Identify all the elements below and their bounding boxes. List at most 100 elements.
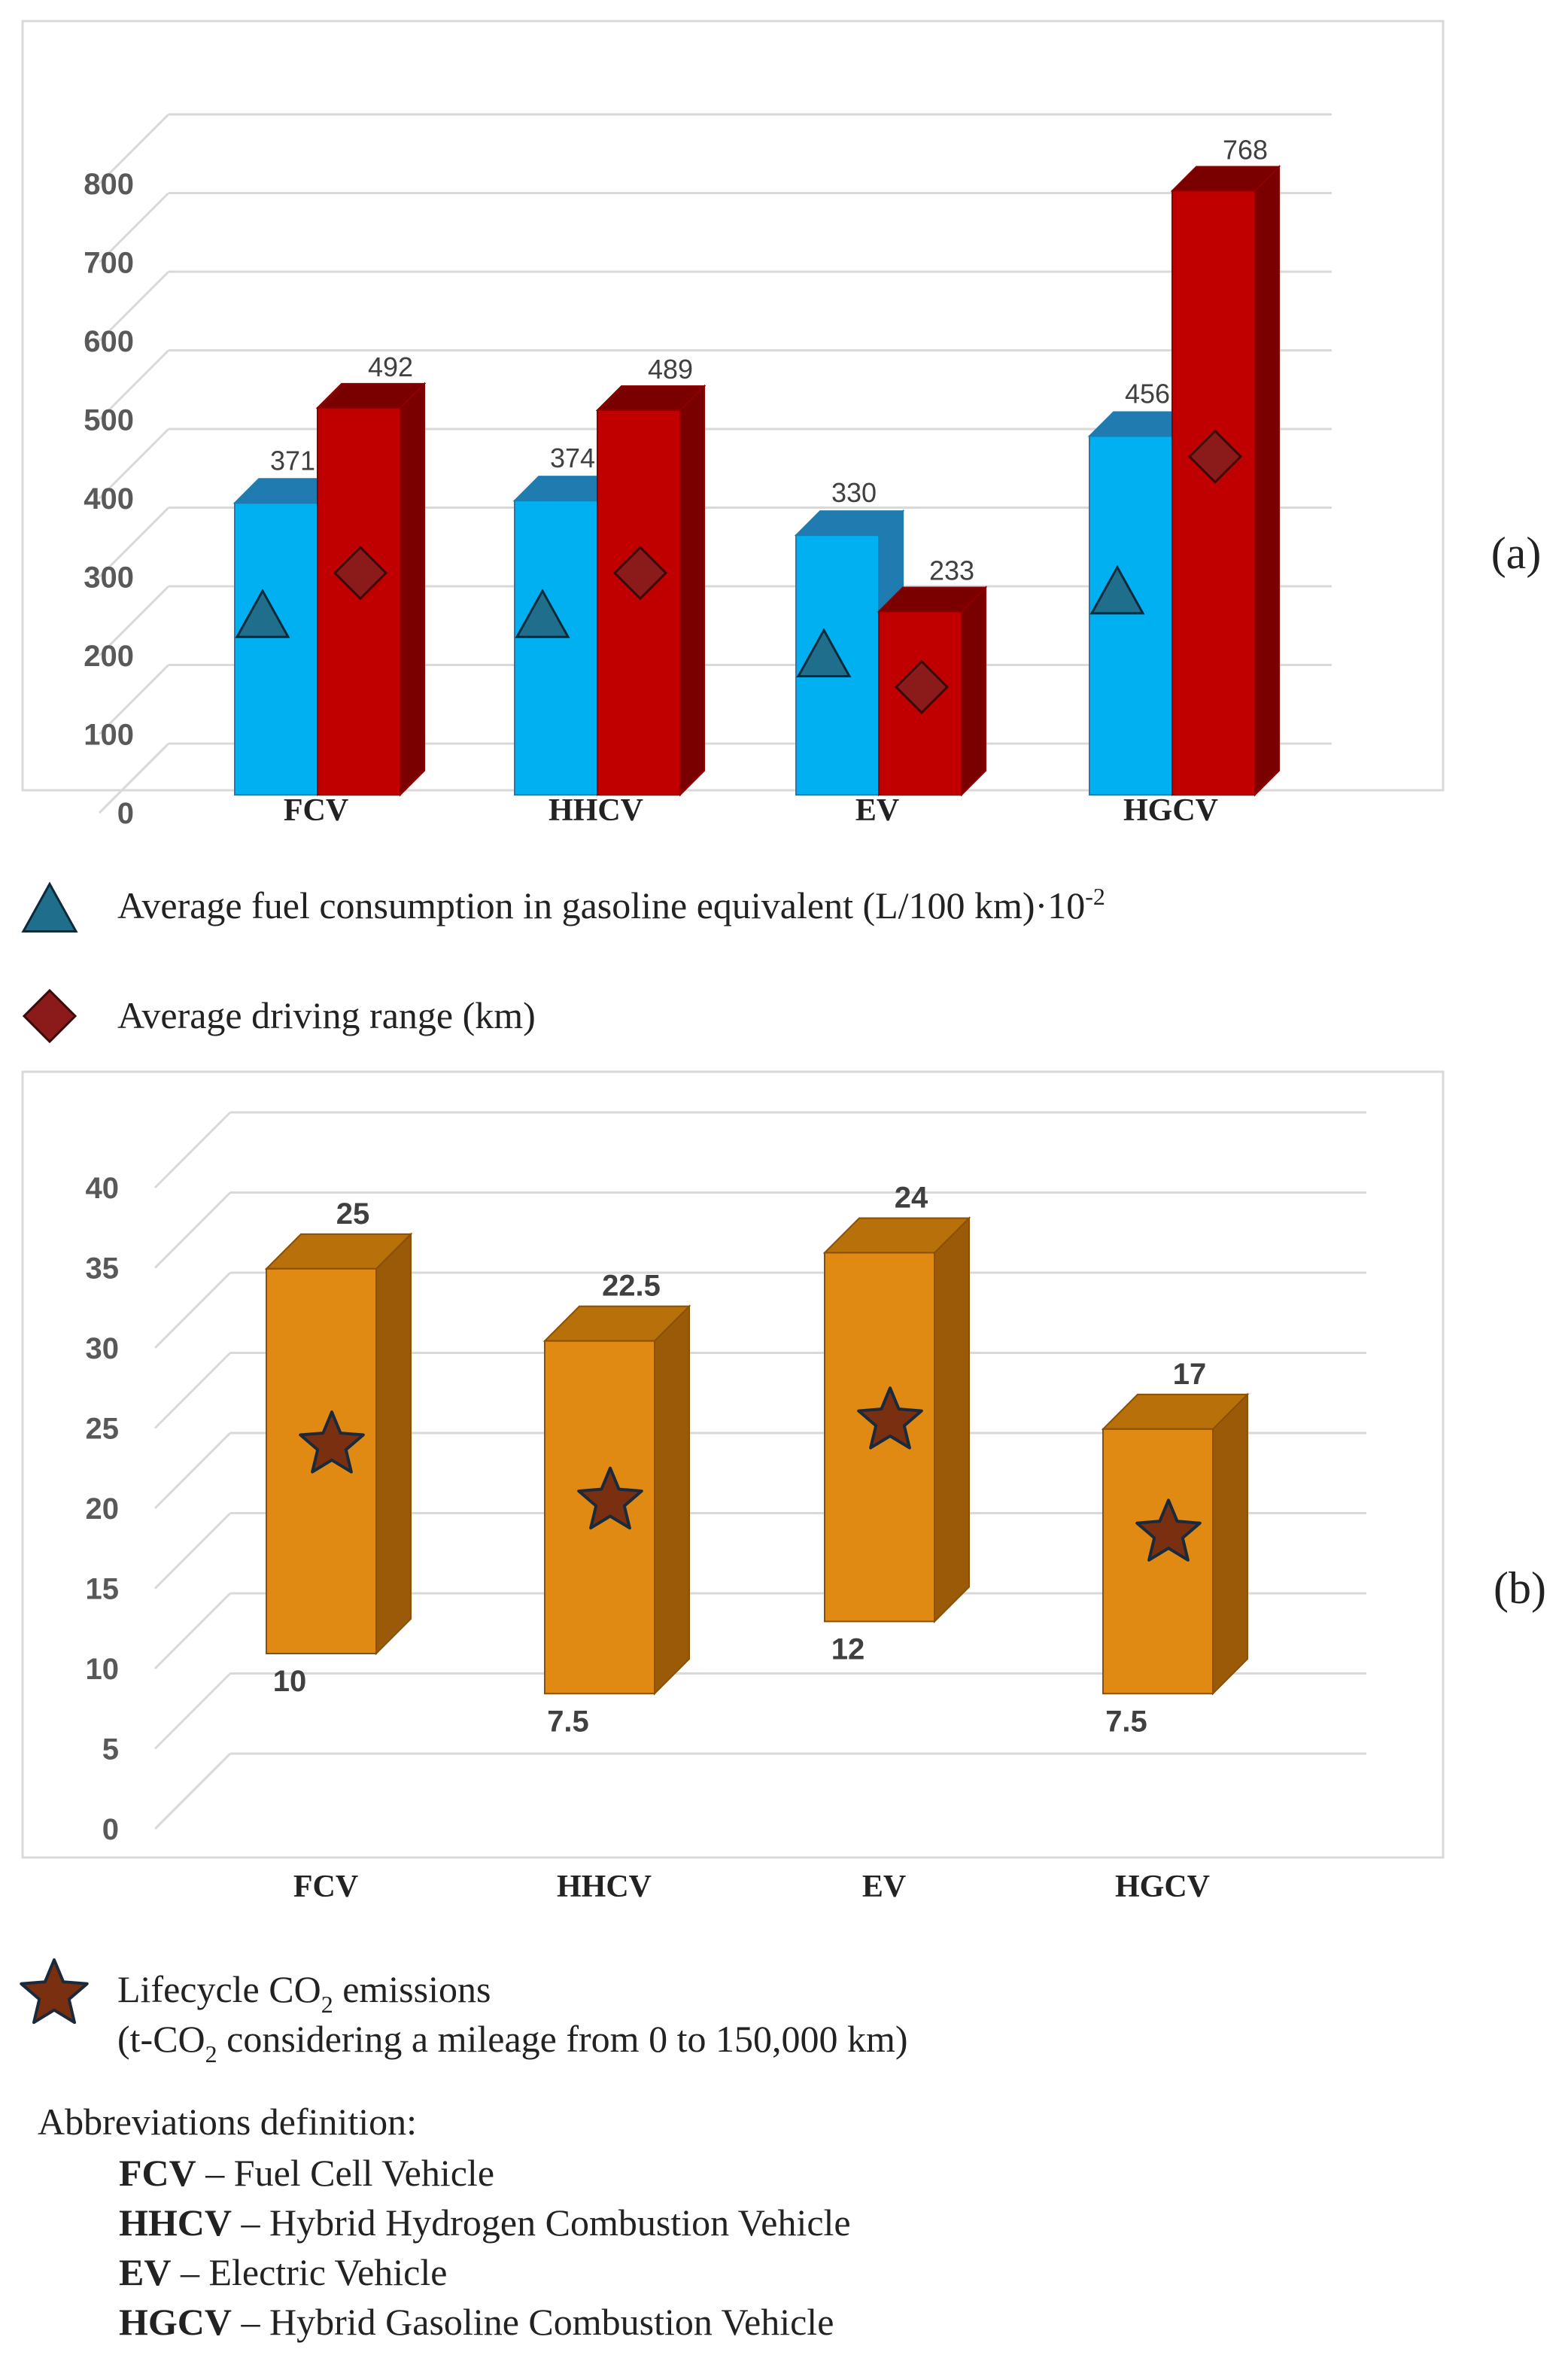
abbreviation-item: EV – Electric Vehicle	[119, 2251, 447, 2293]
gridline-diagonal	[153, 1672, 232, 1750]
triangle-marker	[235, 588, 290, 638]
gridline-diagonal	[153, 1271, 232, 1349]
gridline-diagonal	[98, 270, 170, 342]
legend-star-icon	[20, 1958, 89, 2025]
gridline-diagonal	[153, 1752, 232, 1830]
diamond-marker	[894, 659, 950, 714]
data-label-range: 233	[929, 555, 974, 586]
range-bar-HGCV-front	[1102, 1428, 1214, 1695]
x-tick-label: HHCV	[548, 793, 643, 828]
bar-range-HHCV-front	[597, 409, 681, 796]
range-bar-HGCV-side	[1212, 1392, 1248, 1696]
triangle-marker	[796, 628, 852, 677]
range-high-label: 25	[336, 1197, 370, 1231]
bar-range-HHCV-side	[679, 384, 705, 797]
x-tick-label: HHCV	[557, 1870, 652, 1904]
abbreviation-abbr: EV	[119, 2251, 171, 2293]
abbreviations: Abbreviations definition: FCV – Fuel Cell…	[38, 2101, 851, 2343]
gridline-diagonal	[98, 192, 170, 263]
range-high-label: 17	[1173, 1358, 1207, 1391]
x-tick-label: EV	[855, 793, 899, 828]
legend-b: Lifecycle CO2 emissions(t-CO2 considerin…	[20, 1958, 908, 2067]
gridline-diagonal	[153, 1432, 232, 1510]
abbreviation-definition: – Fuel Cell Vehicle	[196, 2152, 494, 2194]
gridline-diagonal	[98, 664, 170, 735]
legend-co2-line1-sub: 2	[321, 1991, 333, 2018]
legend-co2-line1-pre: Lifecycle CO	[117, 1968, 321, 2010]
x-tick-label: FCV	[284, 793, 348, 828]
gridline-diagonal	[98, 113, 170, 185]
bar-range-FCV-side	[400, 382, 425, 797]
panel-label-a: (a)	[1491, 528, 1542, 578]
y-tick-label: 20	[86, 1492, 120, 1526]
range-low-label: 10	[273, 1665, 307, 1698]
bar-range-HGCV-side	[1254, 165, 1280, 797]
panel-label-b: (b)	[1494, 1563, 1546, 1613]
y-tick-label: 300	[84, 561, 134, 595]
y-tick-label: 500	[84, 404, 134, 437]
star-marker	[857, 1386, 923, 1450]
abbreviation-abbr: HHCV	[119, 2201, 232, 2244]
gridline-diagonal	[98, 742, 170, 814]
plot-frame	[21, 20, 1445, 792]
y-tick-label: 10	[86, 1653, 120, 1686]
data-label-range: 489	[648, 354, 693, 385]
chart-b: 0 5 10 15 20 25 30 35 40 25 10 FCV 22.5 7.5 HHCV 24 12 EV…	[21, 1070, 1546, 1904]
data-label-fuel: 456	[1125, 378, 1170, 409]
abbreviation-abbr: FCV	[119, 2152, 196, 2194]
y-tick-label: 40	[86, 1172, 120, 1205]
range-high-label: 24	[895, 1182, 928, 1215]
range-bar-EV-side	[934, 1216, 970, 1623]
gridline-diagonal	[98, 427, 170, 500]
abbreviation-item: FCV – Fuel Cell Vehicle	[119, 2152, 494, 2194]
legend-fuel-label: Average fuel consumption in gasoline equ…	[117, 883, 1105, 926]
bar-range-HGCV-front	[1171, 190, 1256, 796]
y-tick-label: 700	[84, 247, 134, 280]
range-bar-FCV-side	[375, 1232, 412, 1656]
gridline-diagonal	[153, 1111, 232, 1189]
abbreviation-item: HHCV – Hybrid Hydrogen Combustion Vehicl…	[119, 2201, 851, 2244]
legend-fuel-sup: -2	[1085, 883, 1105, 910]
legend-co2-line2-post: considering a mileage from 0 to 150,000 …	[217, 2018, 908, 2060]
diamond-marker	[1187, 429, 1243, 484]
y-tick-label: 0	[117, 797, 134, 830]
diamond-marker	[333, 546, 388, 601]
gridline-diagonal	[98, 585, 170, 657]
legend-triangle-icon	[21, 881, 78, 933]
data-label-fuel: 330	[831, 477, 877, 508]
range-low-label: 7.5	[547, 1705, 589, 1738]
y-tick-label: 30	[86, 1332, 120, 1365]
y-tick-label: 200	[84, 640, 134, 673]
y-tick-label: 0	[102, 1813, 119, 1846]
x-tick-label: EV	[862, 1870, 906, 1904]
legend-co2-line2-pre: (t-CO	[117, 2018, 205, 2060]
data-label-range: 768	[1223, 134, 1268, 165]
star-marker	[577, 1466, 643, 1530]
data-label-fuel: 371	[270, 445, 315, 476]
y-tick-label: 5	[102, 1733, 119, 1766]
legend-range-label: Average driving range (km)	[117, 994, 536, 1036]
y-tick-label: 15	[86, 1573, 120, 1606]
bar-fuel-FCV-front	[234, 502, 318, 796]
legend-a: Average fuel consumption in gasoline equ…	[21, 881, 1105, 1044]
legend-co2-line1: Lifecycle CO2 emissions	[117, 1968, 491, 2018]
y-tick-label: 800	[84, 168, 134, 201]
bar-range-EV-side	[961, 586, 986, 797]
diamond-marker	[612, 546, 668, 601]
y-tick-label: 100	[84, 719, 134, 752]
abbreviation-definition: – Hybrid Gasoline Combustion Vehicle	[232, 2301, 834, 2343]
abbreviations-title: Abbreviations definition:	[38, 2101, 417, 2143]
data-label-fuel: 374	[550, 443, 595, 473]
star-marker	[1135, 1498, 1202, 1562]
plot-frame	[21, 1070, 1445, 1859]
data-label-range: 492	[368, 351, 413, 382]
gridline-diagonal	[153, 1191, 232, 1269]
legend-co2-line1-post: emissions	[333, 1968, 491, 2010]
legend-diamond-icon	[22, 988, 77, 1044]
abbreviation-abbr: HGCV	[119, 2301, 232, 2343]
range-high-label: 22.5	[602, 1270, 661, 1303]
legend-co2-line2-sub: 2	[205, 2040, 217, 2067]
range-low-label: 12	[831, 1632, 865, 1666]
bar-fuel-HHCV-front	[514, 500, 598, 796]
